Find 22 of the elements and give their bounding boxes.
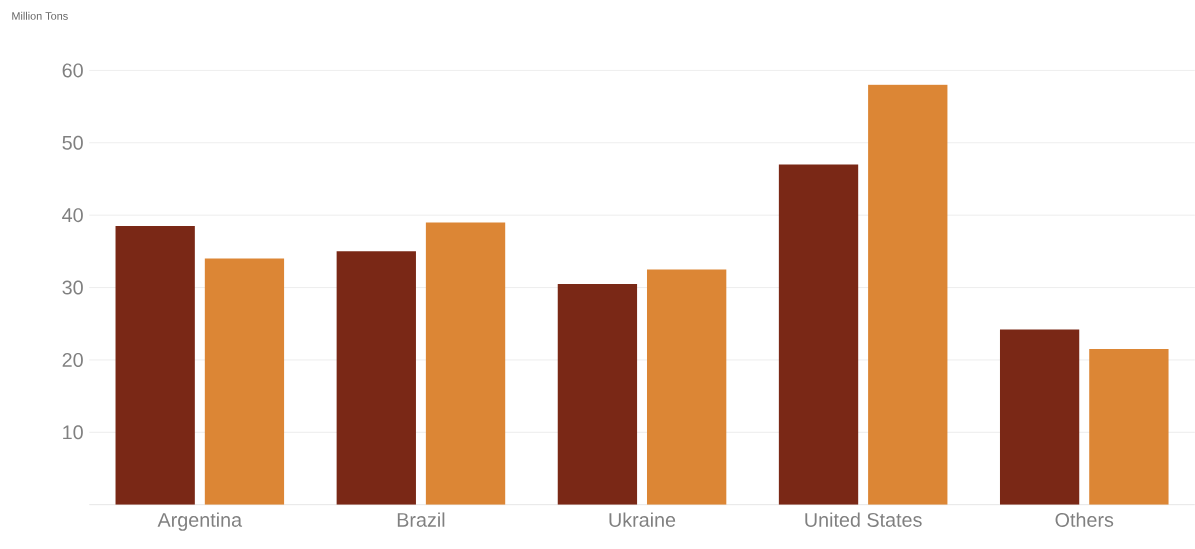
x-tick-label: United States bbox=[805, 512, 922, 527]
y-tick-label: 40 bbox=[62, 208, 83, 222]
bar bbox=[999, 329, 1080, 505]
x-tick-label: Brazil bbox=[397, 512, 445, 527]
bar bbox=[1089, 348, 1169, 505]
bar bbox=[778, 164, 859, 505]
y-tick-label: 60 bbox=[62, 63, 83, 78]
y-axis-title: Million Tons bbox=[12, 11, 68, 20]
bar bbox=[115, 225, 195, 505]
bar bbox=[868, 84, 948, 505]
bar bbox=[204, 258, 285, 505]
bar bbox=[336, 251, 416, 505]
x-tick-label: Argentina bbox=[157, 512, 243, 531]
x-tick-label: Others bbox=[1055, 512, 1114, 527]
bar bbox=[425, 222, 506, 505]
y-tick-label: 30 bbox=[62, 280, 83, 295]
y-tick-label: 10 bbox=[63, 425, 83, 440]
y-tick-label: 20 bbox=[62, 352, 83, 367]
bar bbox=[646, 269, 727, 505]
bar bbox=[557, 283, 638, 505]
x-tick-label: Ukraine bbox=[609, 512, 676, 527]
y-tick-label: 50 bbox=[62, 135, 83, 150]
